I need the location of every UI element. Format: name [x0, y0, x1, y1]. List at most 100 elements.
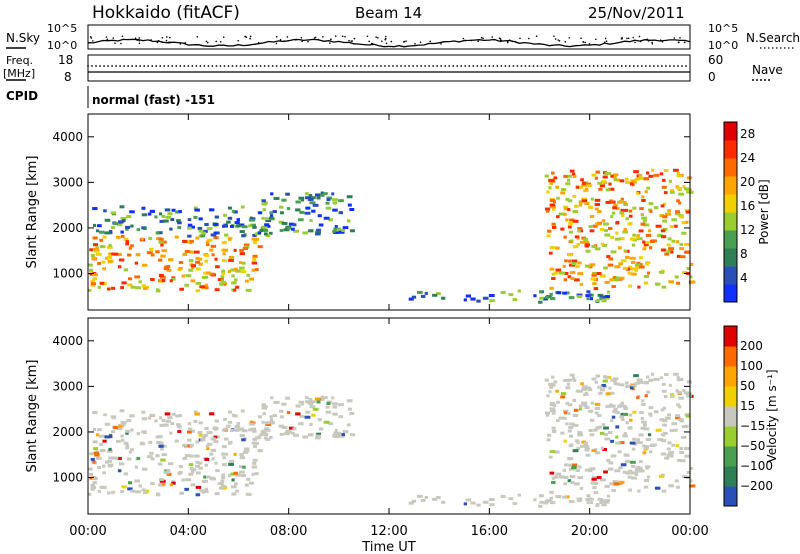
- noise-dot: [414, 42, 416, 45]
- noise-dot: [179, 43, 182, 45]
- power-cell: [678, 201, 682, 205]
- power-cell: [589, 229, 595, 233]
- power-cell: [607, 226, 613, 230]
- velocity-cell: [227, 420, 233, 424]
- velocity-cell: [608, 391, 615, 395]
- power-cell: [234, 278, 238, 282]
- nave-dot: [199, 65, 202, 67]
- power-cell: [331, 198, 338, 202]
- velocity-cell: [214, 461, 218, 465]
- velocity-cell: [257, 449, 263, 453]
- noise-dot: [651, 43, 654, 45]
- colorbar-segment: [724, 248, 737, 267]
- noise-dot: [341, 35, 344, 38]
- y-tick-label: 3000: [52, 175, 83, 189]
- velocity-cell: [569, 443, 574, 447]
- velocity-cell: [645, 437, 652, 441]
- velocity-cell: [569, 467, 576, 471]
- power-cell: [571, 262, 577, 266]
- power-cell: [623, 249, 628, 253]
- power-cell: [664, 169, 669, 173]
- velocity-cell: [613, 382, 617, 386]
- velocity-cell: [598, 391, 603, 395]
- velocity-cell: [332, 433, 336, 437]
- velocity-cell: [622, 434, 628, 438]
- velocity-cell: [666, 453, 671, 457]
- velocity-cell: [148, 440, 153, 444]
- power-cell: [634, 266, 639, 270]
- power-cell: [610, 250, 617, 254]
- power-cell: [107, 255, 113, 259]
- velocity-cell: [242, 450, 249, 454]
- noise-dot: [500, 39, 502, 42]
- power-cell: [320, 191, 324, 195]
- power-cell: [601, 179, 606, 183]
- power-cell: [564, 259, 568, 263]
- velocity-cell: [235, 428, 241, 432]
- power-cell: [615, 221, 620, 225]
- nave-dot: [452, 65, 455, 67]
- power-cell: [517, 289, 521, 293]
- power-cell: [251, 268, 256, 272]
- power-cell: [104, 231, 111, 235]
- velocity-cell: [689, 484, 696, 488]
- velocity-cell: [631, 447, 636, 451]
- nave-dot: [484, 65, 487, 67]
- velocity-cell: [664, 373, 669, 377]
- power-cell: [115, 235, 121, 239]
- nave-dot: [227, 65, 230, 67]
- nave-dot: [404, 65, 406, 67]
- velocity-cell: [657, 438, 663, 442]
- nave-dot: [187, 65, 190, 67]
- nave-dot: [339, 65, 342, 67]
- power-cell: [123, 268, 129, 272]
- power-cell: [587, 184, 593, 188]
- velocity-cell: [666, 447, 671, 451]
- velocity-cell: [332, 405, 338, 409]
- power-cell: [636, 192, 640, 196]
- power-cell: [107, 259, 114, 263]
- velocity-cell: [214, 492, 220, 496]
- velocity-cell: [565, 386, 571, 390]
- x-tick-label: 00:00: [69, 524, 106, 539]
- power-cell: [328, 218, 334, 222]
- power-cell: [220, 279, 224, 283]
- power-cell: [201, 231, 206, 235]
- velocity-cell: [668, 451, 674, 455]
- velocity-cell: [263, 432, 269, 436]
- velocity-cell: [627, 426, 633, 430]
- colorbar-segment: [724, 366, 737, 387]
- power-cell: [579, 240, 586, 244]
- power-cell: [681, 271, 688, 275]
- y-tick-label: 4000: [52, 334, 83, 348]
- power-cell: [125, 227, 129, 231]
- power-cell: [578, 200, 583, 204]
- power-cell: [213, 236, 219, 240]
- velocity-cell: [564, 463, 568, 467]
- velocity-cell: [304, 396, 309, 400]
- power-data: [88, 168, 696, 304]
- nave-dot: [335, 65, 338, 67]
- velocity-cell: [689, 466, 694, 470]
- velocity-cell: [158, 462, 163, 466]
- velocity-cell: [686, 380, 692, 384]
- power-cell: [286, 207, 291, 211]
- velocity-cell: [323, 396, 328, 400]
- velocity-cell: [643, 423, 647, 427]
- velocity-cell: [579, 486, 584, 490]
- velocity-cell: [556, 495, 562, 499]
- nave-dot: [171, 65, 174, 67]
- velocity-cell: [567, 429, 572, 433]
- power-cell: [598, 187, 603, 191]
- velocity-cell: [661, 439, 667, 443]
- noise-dot: [219, 40, 222, 43]
- velocity-cell: [264, 427, 270, 431]
- freq-panel: Freq. [MHz] 18 8 60 0 Nave: [3, 53, 783, 84]
- power-cell: [573, 204, 579, 208]
- power-cell: [668, 247, 674, 251]
- power-cell: [627, 271, 632, 275]
- velocity-cell: [159, 416, 163, 420]
- velocity-cell: [577, 431, 583, 435]
- power-cell: [689, 262, 694, 266]
